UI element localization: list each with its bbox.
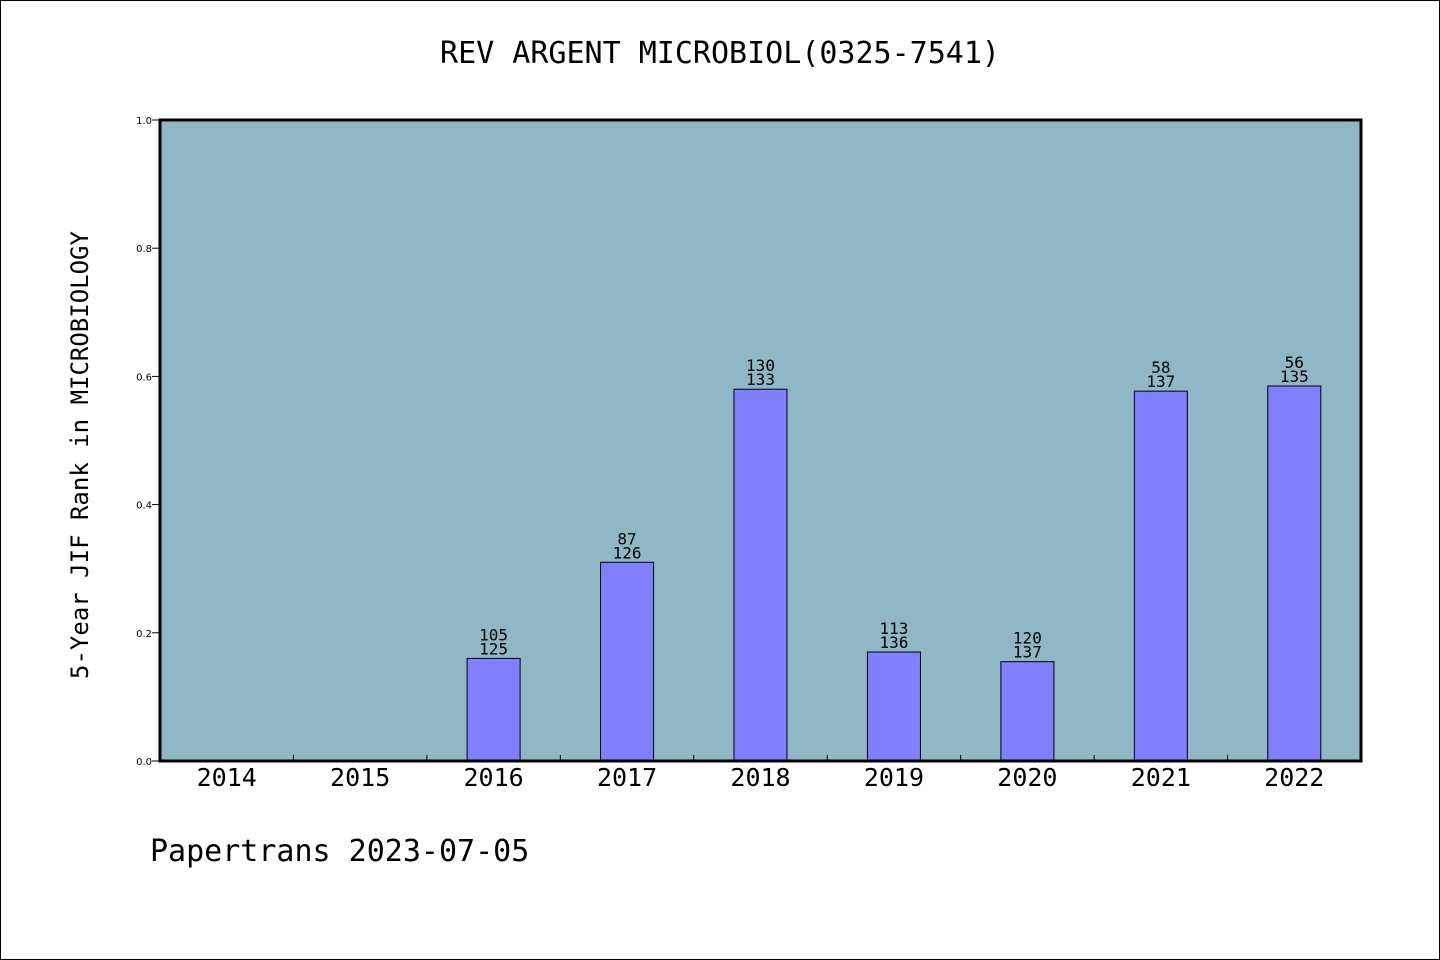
x-tick-label: 2022 [1264,763,1324,792]
x-tick-label: 2018 [730,763,790,792]
x-tick-label: 2020 [997,763,1057,792]
data-label-rank: 130 [746,356,775,375]
data-label-rank: 105 [479,625,508,644]
x-tick-label: 2015 [330,763,390,792]
footer-text: Papertrans 2023-07-05 [150,834,530,869]
bar-2021 [1133,390,1188,762]
y-tick-label: 0.2 [136,629,152,640]
chart-title: REV ARGENT MICROBIOL(0325-7541) [440,36,1000,71]
data-label-total: 133 [746,370,775,389]
y-tick-label: 1.0 [136,116,152,127]
bar-2016 [466,657,521,762]
x-tick-label: 2021 [1131,763,1191,792]
bar-2017 [600,561,655,762]
y-tick-label: 0.0 [136,757,152,768]
data-label-total: 125 [479,639,508,658]
bar-2019 [866,651,921,762]
data-label-rank: 56 [1285,353,1304,372]
data-label-rank: 87 [617,529,636,548]
data-label-total: 135 [1280,367,1309,386]
data-label-total: 126 [613,543,642,562]
y-tick-label: 0.6 [136,372,152,383]
bar-2020 [1000,661,1055,762]
data-label-total: 137 [1146,372,1175,391]
bar-2022 [1267,385,1322,762]
y-tick-label: 0.4 [136,501,152,512]
data-label-total: 136 [879,633,908,652]
x-tick-label: 2017 [597,763,657,792]
x-tick-label: 2016 [464,763,524,792]
data-label-rank: 113 [879,619,908,638]
x-tick-label: 2014 [197,763,257,792]
data-label-rank: 120 [1013,629,1042,648]
data-label-rank: 58 [1151,358,1170,377]
y-tick-label: 0.8 [136,244,152,255]
bar-2018 [733,388,788,762]
plot-border [158,118,1363,763]
x-tick-label: 2019 [864,763,924,792]
data-label-total: 137 [1013,643,1042,662]
